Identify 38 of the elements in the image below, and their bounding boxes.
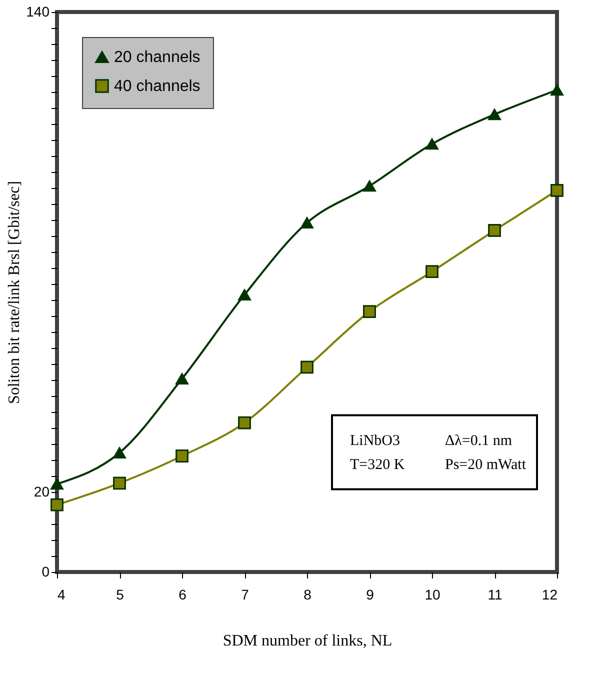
point: [238, 416, 251, 430]
x-tick-label: 5: [116, 586, 124, 602]
point: [300, 217, 314, 228]
annotation: Δλ=0.1 nm: [445, 433, 512, 450]
annotation: Ps=20 mWatt: [445, 457, 527, 474]
point: [426, 138, 438, 150]
y-axis-title: Soliton bit rate/link Brsl [Gbit/sec]: [6, 180, 24, 404]
point: [50, 498, 64, 512]
point: [363, 180, 376, 192]
x-tick-label: 8: [304, 586, 312, 602]
legend-label: 40 channels: [114, 78, 200, 95]
x-tick-label: 12: [542, 586, 558, 602]
point: [176, 450, 188, 462]
point: [113, 476, 126, 490]
point: [176, 373, 188, 384]
x-tick-label: 6: [178, 586, 187, 602]
point: [113, 447, 126, 458]
point: [363, 305, 376, 318]
x-tick-label: 11: [488, 586, 502, 602]
point: [300, 360, 314, 374]
x-tick-label: 4: [58, 586, 66, 602]
annotation: LiNbO3: [350, 433, 400, 450]
x-axis-title: SDM number of links, NL: [222, 632, 392, 650]
y-tick-label: 140: [26, 4, 50, 20]
point: [488, 224, 501, 237]
point: [426, 265, 438, 278]
point: [50, 478, 64, 490]
point: [550, 184, 564, 197]
point: [238, 289, 251, 300]
x-tick-label: 7: [241, 586, 250, 602]
point: [550, 84, 564, 96]
y-tick-label: 0: [42, 564, 50, 580]
legend-label: 20 channels: [114, 49, 200, 66]
y-tick-label: 20: [34, 484, 50, 500]
x-tick-label: 10: [424, 586, 440, 602]
annotation: T=320 K: [350, 457, 405, 474]
x-tick-label: 9: [366, 586, 374, 602]
point: [488, 108, 501, 120]
